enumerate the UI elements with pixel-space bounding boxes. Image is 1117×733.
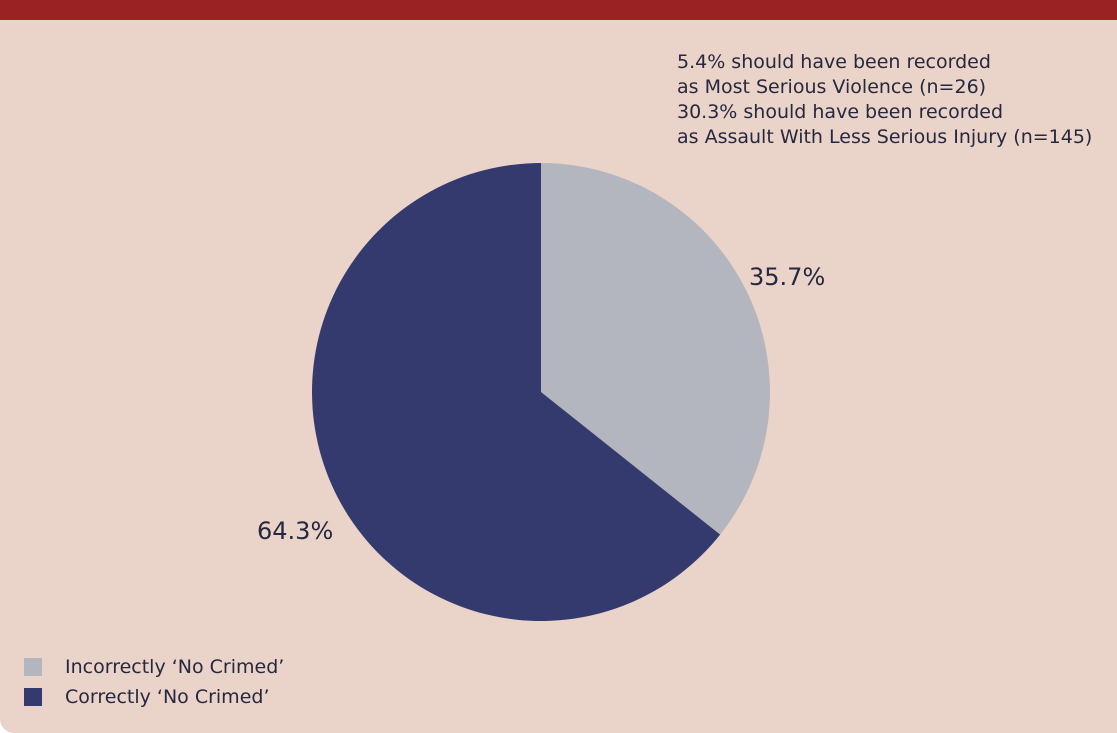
annotation-line: as Most Serious Violence (n=26) (677, 76, 987, 98)
annotation-line: 5.4% should have been recorded (677, 51, 991, 73)
legend: Incorrectly ‘No Crimed’ Correctly ‘No Cr… (24, 652, 284, 712)
data-label-incorrectly-no-crimed: 35.7% (749, 263, 826, 291)
legend-label: Correctly ‘No Crimed’ (65, 686, 270, 708)
pie-slice-correctly-no-crimed (311, 163, 721, 621)
legend-label: Incorrectly ‘No Crimed’ (65, 656, 285, 678)
annotation-text: 5.4% should have been recorded as Most S… (677, 50, 1092, 150)
legend-item-incorrectly-no-crimed: Incorrectly ‘No Crimed’ (24, 652, 284, 682)
header-bar (0, 0, 1117, 20)
legend-swatch (24, 658, 42, 676)
annotation-line: 30.3% should have been recorded (677, 101, 1004, 123)
legend-item-correctly-no-crimed: Correctly ‘No Crimed’ (24, 682, 284, 712)
annotation-line: as Assault With Less Serious Injury (n=1… (677, 126, 1093, 148)
pie-slice-incorrectly-no-crimed (541, 163, 770, 535)
legend-swatch (24, 688, 42, 706)
data-label-correctly-no-crimed: 64.3% (257, 517, 334, 545)
